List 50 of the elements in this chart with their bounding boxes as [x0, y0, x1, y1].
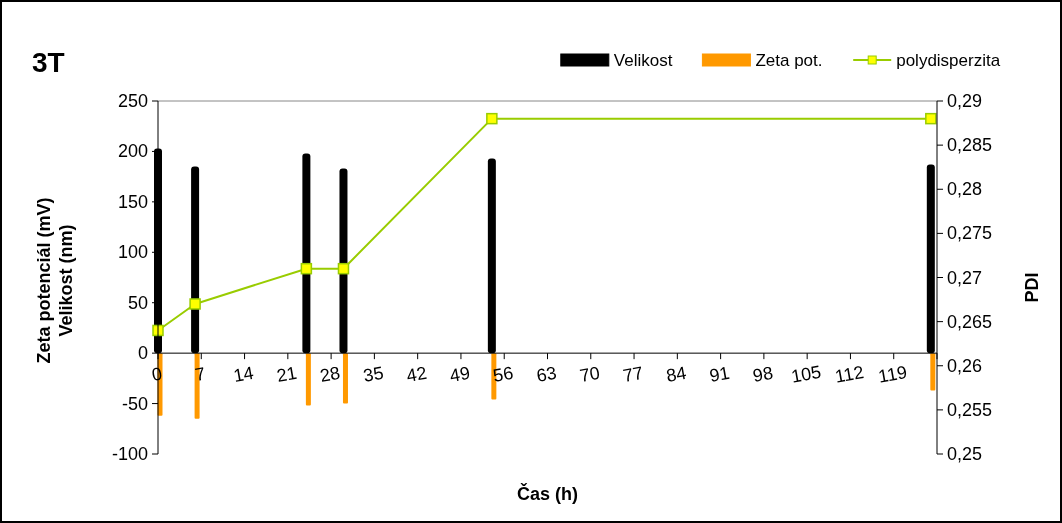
x-tick-label: 35: [361, 362, 385, 386]
x-tick-label: 119: [876, 361, 909, 387]
y2-tick-label: 0,29: [947, 91, 983, 111]
y2-tick-label: 0,255: [947, 399, 993, 420]
chart-title: 3T: [32, 47, 65, 78]
point: [925, 112, 937, 125]
x-tick-label: 7: [193, 363, 207, 385]
y2-axis-title: PDI: [1022, 272, 1042, 303]
x-tick-label: 21: [275, 362, 299, 386]
y-tick-label: 100: [117, 242, 148, 263]
point: [337, 262, 350, 275]
x-tick-label: 105: [789, 361, 823, 387]
bar: [342, 353, 348, 404]
x-tick-label: 42: [405, 362, 429, 386]
y-tick-label: -100: [111, 444, 148, 464]
x-tick-label: 0: [150, 363, 164, 385]
x-axis-title: Čas (h): [516, 483, 579, 504]
x-tick-label: 112: [833, 361, 866, 387]
x-tick-label: 63: [534, 362, 559, 386]
x-tick-label: 77: [621, 362, 645, 386]
legend-label: Velikost: [613, 51, 673, 70]
x-tick-label: 14: [231, 362, 256, 386]
x-tick-label: 98: [751, 362, 775, 386]
y-tick-label: 50: [127, 292, 148, 313]
x-tick-label: 56: [491, 362, 515, 386]
y2-tick-label: 0,265: [947, 311, 993, 332]
y2-tick-label: 0,275: [947, 223, 993, 244]
legend-label: polydisperzita: [896, 51, 1001, 70]
bar: [930, 353, 936, 391]
y-tick-label: 250: [117, 91, 148, 111]
x-tick-label: 84: [664, 362, 688, 386]
x-tick-label: 28: [318, 362, 342, 386]
y2-tick-label: 0,28: [947, 179, 983, 200]
legend-label: Zeta pot.: [755, 51, 823, 70]
bar: [305, 353, 311, 406]
y2-tick-label: 0,25: [947, 444, 983, 464]
y-tick-label: 150: [117, 191, 148, 212]
y-tick-label: 200: [117, 141, 148, 162]
y-tick-label: 0: [137, 343, 148, 364]
y2-tick-label: 0,26: [947, 355, 983, 376]
x-tick-label: 70: [578, 362, 602, 386]
point: [189, 298, 201, 310]
y2-tick-label: 0,285: [947, 135, 993, 156]
point: [486, 112, 498, 125]
y-tick-label: -50: [121, 393, 148, 414]
y2-tick-label: 0,27: [947, 267, 983, 288]
y-axis-title: Zeta potenciál (mV) Velikost (nm): [34, 197, 76, 364]
x-tick-label: 91: [707, 362, 732, 386]
x-tick-label: 49: [448, 362, 472, 386]
point: [300, 262, 313, 275]
